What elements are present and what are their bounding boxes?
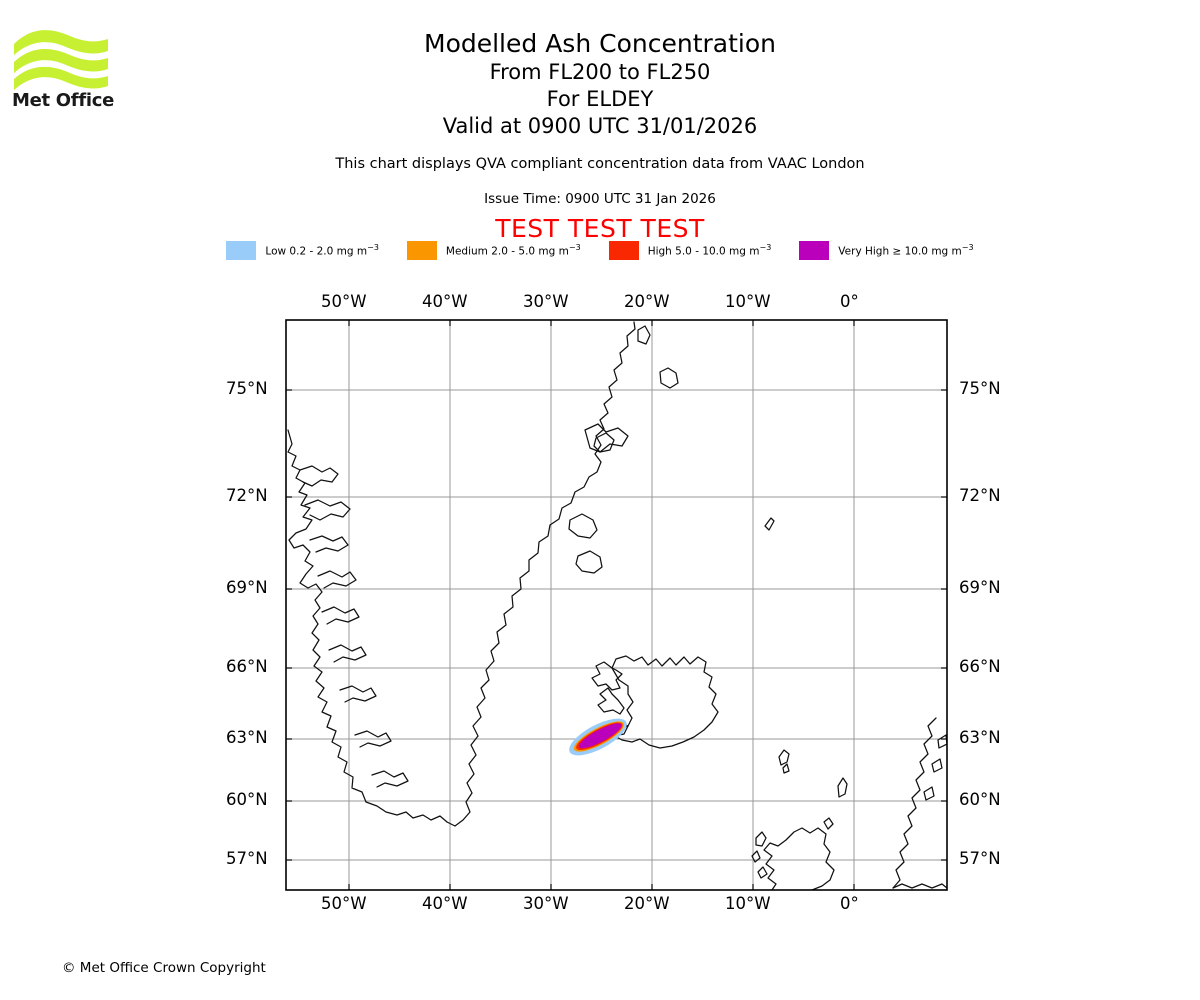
lon-tick-bottom-2: 30°W: [523, 894, 569, 913]
legend-swatch-medium: [406, 241, 437, 260]
iceland-northwest-fjords: [591, 661, 623, 691]
greenland-ne-island-3: [593, 432, 615, 453]
issue-time: Issue Time: 0900 UTC 31 Jan 2026: [484, 191, 716, 207]
compliance-note: This chart displays QVA compliant concen…: [335, 156, 865, 172]
lat-tick-right-6: 57°N: [959, 849, 1001, 868]
volcano-subtitle: For ELDEY: [546, 87, 654, 111]
lat-tick-left-2: 69°N: [226, 578, 268, 597]
page-title: Modelled Ash Concentration: [424, 29, 776, 58]
met-office-logo: [10, 22, 120, 112]
legend-label-very-high: Very High ≥ 10.0 mg m−3: [838, 243, 974, 258]
greenland-fjord-detail-5: [321, 606, 360, 625]
lon-tick-bottom-5: 0°: [840, 894, 859, 913]
lat-tick-right-4: 63°N: [959, 728, 1001, 747]
lat-tick-left-6: 57°N: [226, 849, 268, 868]
lat-tick-right-2: 69°N: [959, 578, 1001, 597]
coastlines: [287, 321, 947, 890]
legend-item-medium: Medium 2.0 - 5.0 mg m−3: [406, 241, 581, 260]
ash-contour-very-high: [578, 723, 622, 749]
iceland-breidafjordur: [597, 687, 625, 715]
greenland-ne-island-2: [637, 325, 651, 345]
met-office-waves-icon: [14, 30, 108, 90]
greenland-fjord-detail-7: [339, 685, 377, 703]
map-frame: [285, 319, 948, 891]
greenland-fjord-detail-1: [299, 465, 339, 487]
greenland-ne-peninsula: [584, 423, 629, 453]
lat-tick-left-1: 72°N: [226, 486, 268, 505]
legend-swatch-very-high: [799, 241, 830, 260]
legend-swatch-low: [226, 241, 257, 260]
orkney-islands: [823, 817, 834, 830]
legend-label-low: Low 0.2 - 2.0 mg m−3: [265, 243, 379, 258]
greenland-fjord-detail-4: [317, 570, 357, 589]
lon-tick-top-2: 30°W: [523, 292, 569, 311]
legend-item-high: High 5.0 - 10.0 mg m−3: [608, 241, 772, 260]
greenland-ne-island-5: [575, 550, 603, 574]
graticule: [286, 320, 947, 890]
greenland-ne-island-4: [568, 513, 598, 539]
greenland-west-coast: [287, 429, 448, 823]
legend-item-low: Low 0.2 - 2.0 mg m−3: [226, 241, 379, 260]
jan-mayen-island: [764, 517, 775, 531]
lat-tick-right-1: 72°N: [959, 486, 1001, 505]
faroe-islands: [778, 749, 790, 774]
valid-time-subtitle: Valid at 0900 UTC 31/01/2026: [442, 114, 758, 138]
legend-label-medium: Medium 2.0 - 5.0 mg m−3: [445, 243, 581, 258]
lon-tick-bottom-1: 40°W: [422, 894, 468, 913]
lon-tick-top-1: 40°W: [422, 292, 468, 311]
greenland-fjord-detail-2: [304, 499, 351, 521]
title-block: Modelled Ash Concentration From FL200 to…: [0, 28, 1200, 140]
concentration-legend: Low 0.2 - 2.0 mg m−3 Medium 2.0 - 5.0 mg…: [0, 241, 1200, 260]
greenland-fjord-detail-9: [371, 770, 409, 788]
test-banner: TEST TEST TEST: [495, 214, 705, 243]
greenland-fjord-detail-8: [354, 730, 392, 748]
norway-south-coast: [892, 883, 947, 889]
lon-tick-top-4: 10°W: [725, 292, 771, 311]
hebrides-islands: [751, 831, 768, 879]
axis-ticks: [286, 320, 947, 890]
lon-tick-bottom-4: 10°W: [725, 894, 771, 913]
lat-tick-left-5: 60°N: [226, 790, 268, 809]
legend-swatch-high: [608, 241, 639, 260]
lat-tick-left-0: 75°N: [226, 379, 268, 398]
lon-tick-top-5: 0°: [840, 292, 859, 311]
norway-coastal-islands: [923, 734, 947, 801]
norway-coastline: [892, 717, 937, 889]
lat-tick-left-4: 63°N: [226, 728, 268, 747]
legend-item-very-high: Very High ≥ 10.0 mg m−3: [799, 241, 974, 260]
copyright-notice: © Met Office Crown Copyright: [62, 960, 266, 976]
greenland-ne-island-1: [659, 367, 679, 389]
scotland-coastline: [763, 827, 835, 890]
lon-tick-top-0: 50°W: [321, 292, 367, 311]
greenland-fjord-detail-6: [328, 644, 367, 663]
lon-tick-bottom-3: 20°W: [624, 894, 670, 913]
greenland-fjord-detail-3: [309, 535, 349, 553]
legend-label-high: High 5.0 - 10.0 mg m−3: [647, 243, 772, 258]
lat-tick-right-5: 60°N: [959, 790, 1001, 809]
lon-tick-bottom-0: 50°W: [321, 894, 367, 913]
lon-tick-top-3: 20°W: [624, 292, 670, 311]
shetland-islands: [837, 777, 848, 798]
lat-tick-left-3: 66°N: [226, 657, 268, 676]
greenland-south-and-east-coast: [446, 321, 636, 827]
ash-plume: [569, 718, 627, 756]
brand-name: Met Office: [12, 90, 115, 111]
lat-tick-right-3: 66°N: [959, 657, 1001, 676]
lat-tick-right-0: 75°N: [959, 379, 1001, 398]
flight-level-subtitle: From FL200 to FL250: [489, 60, 711, 84]
